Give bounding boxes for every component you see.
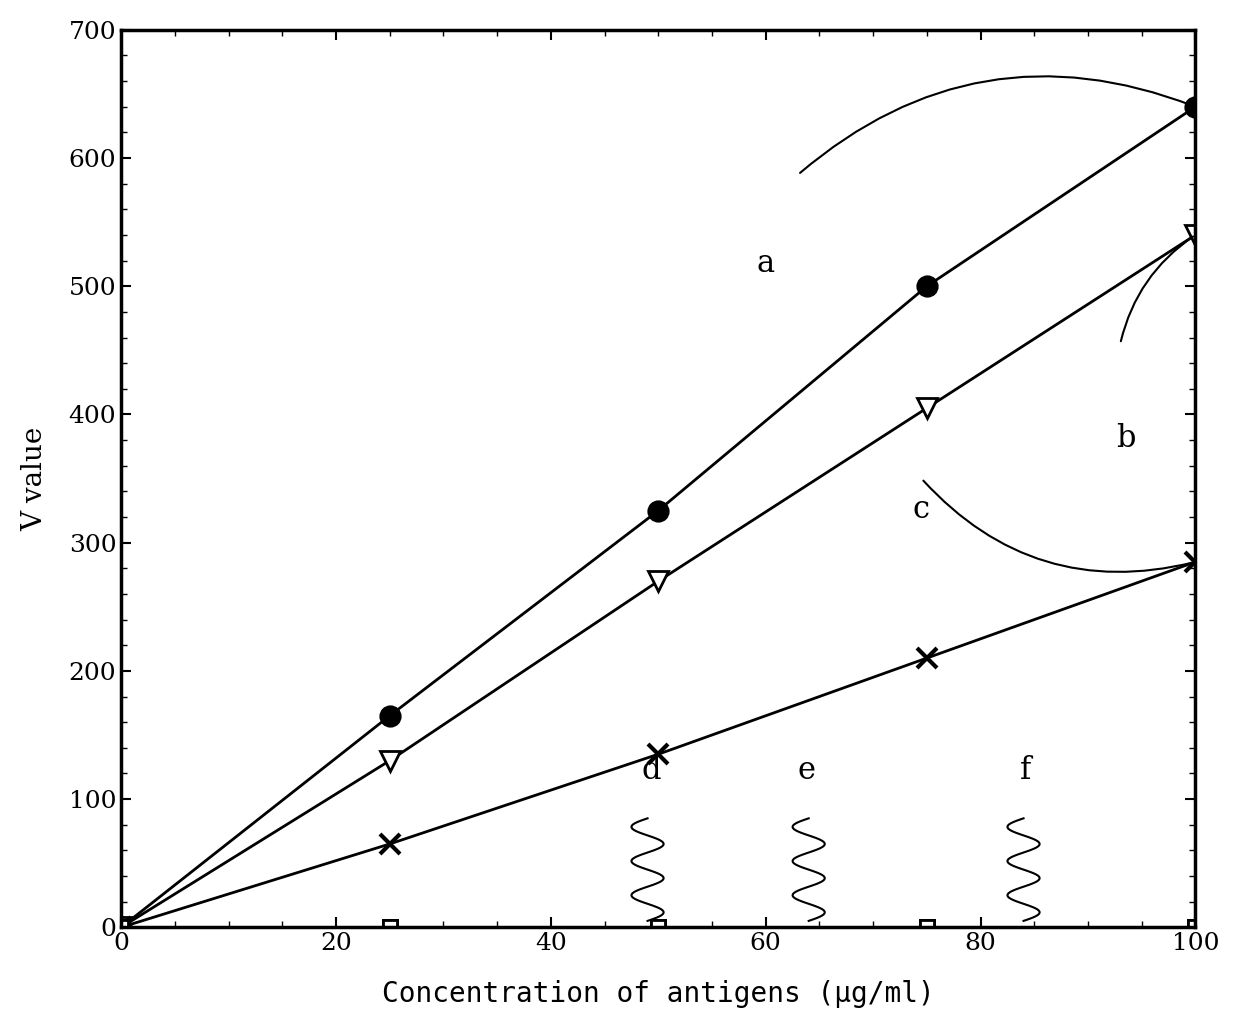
- Y-axis label: V value: V value: [21, 426, 48, 531]
- Text: e: e: [797, 754, 816, 786]
- Text: c: c: [913, 495, 930, 526]
- Text: b: b: [1116, 423, 1136, 454]
- Text: f: f: [1021, 754, 1032, 786]
- X-axis label: Concentration of antigens (μg/ml): Concentration of antigens (μg/ml): [382, 981, 935, 1008]
- Text: a: a: [756, 248, 775, 279]
- Text: d: d: [641, 754, 661, 786]
